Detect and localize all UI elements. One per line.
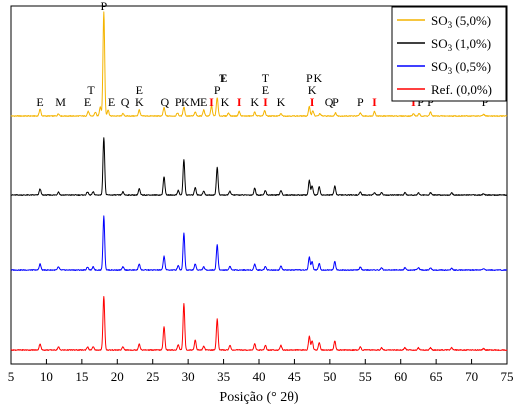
peak-label: K bbox=[250, 95, 259, 109]
legend-label: SO3 (5,0%) bbox=[431, 13, 491, 30]
series-line bbox=[10, 137, 508, 196]
peak-label: P bbox=[357, 95, 364, 109]
peak-label: E bbox=[262, 83, 269, 97]
x-tick-label: 70 bbox=[465, 369, 478, 384]
peak-label: M bbox=[190, 95, 201, 109]
x-tick-label: 15 bbox=[75, 369, 88, 384]
legend-label: SO3 (0,5%) bbox=[431, 59, 491, 76]
peak-label: E bbox=[200, 95, 207, 109]
peak-label: E bbox=[84, 95, 91, 109]
peak-label: E bbox=[136, 83, 143, 97]
peak-label: K bbox=[277, 95, 286, 109]
x-tick-label: 10 bbox=[40, 369, 53, 384]
peak-label: I bbox=[411, 95, 416, 109]
peak-label: T bbox=[219, 71, 227, 85]
peak-label: T bbox=[262, 71, 270, 85]
x-tick-label: 75 bbox=[501, 369, 514, 384]
peak-label: E bbox=[220, 71, 227, 85]
peak-label: K bbox=[308, 83, 317, 97]
x-tick-label: 55 bbox=[359, 369, 372, 384]
peak-label: Q bbox=[121, 95, 130, 109]
series-line bbox=[10, 11, 508, 117]
peak-label: K bbox=[135, 95, 144, 109]
peak-label: K bbox=[313, 71, 322, 85]
x-tick-label: 20 bbox=[111, 369, 124, 384]
x-tick-label: 50 bbox=[323, 369, 336, 384]
peak-label: K bbox=[181, 95, 190, 109]
peak-label: P bbox=[175, 95, 182, 109]
peak-label: P bbox=[417, 95, 424, 109]
peak-label: M bbox=[55, 95, 66, 109]
peak-label: Q bbox=[325, 95, 334, 109]
series-line bbox=[10, 215, 508, 271]
peak-label: P bbox=[306, 71, 313, 85]
x-tick-label: 60 bbox=[394, 369, 407, 384]
peak-label: I bbox=[310, 95, 315, 109]
peak-label: T bbox=[87, 83, 95, 97]
peak-label: P bbox=[427, 95, 434, 109]
x-axis: 5 10 15 20 25 30 35 40 45 50 55 60 65 70 75 bbox=[8, 359, 514, 384]
peak-label: P bbox=[332, 95, 339, 109]
legend: SO3 (5,0%) SO3 (1,0%) SO3 (0,5%) Ref. (0,0%… bbox=[391, 6, 507, 102]
series-layer bbox=[10, 11, 508, 351]
peak-label: E bbox=[36, 95, 43, 109]
x-tick-label: 30 bbox=[182, 369, 195, 384]
peak-label: P bbox=[100, 0, 107, 13]
x-tick-label: 5 bbox=[8, 369, 15, 384]
x-tick-label: 35 bbox=[217, 369, 230, 384]
x-tick-label: 40 bbox=[253, 369, 266, 384]
peak-label: E bbox=[108, 95, 115, 109]
peak-label: Q bbox=[160, 95, 169, 109]
x-tick-label: 25 bbox=[146, 369, 159, 384]
legend-label: Ref. (0,0%) bbox=[431, 82, 492, 97]
peak-label: I bbox=[263, 95, 268, 109]
x-tick-label: 45 bbox=[288, 369, 301, 384]
legend-label: SO3 (1,0%) bbox=[431, 36, 491, 53]
peak-label: P bbox=[214, 83, 221, 97]
peak-label: P bbox=[482, 95, 489, 109]
peak-label: K bbox=[221, 95, 230, 109]
legend-box bbox=[391, 6, 507, 102]
peak-label: I bbox=[372, 95, 377, 109]
peak-label: I bbox=[237, 95, 242, 109]
peak-label: I bbox=[209, 95, 214, 109]
x-tick-label: 65 bbox=[430, 369, 443, 384]
x-axis-label: Posição (° 2θ) bbox=[219, 390, 299, 405]
series-line bbox=[10, 295, 508, 351]
